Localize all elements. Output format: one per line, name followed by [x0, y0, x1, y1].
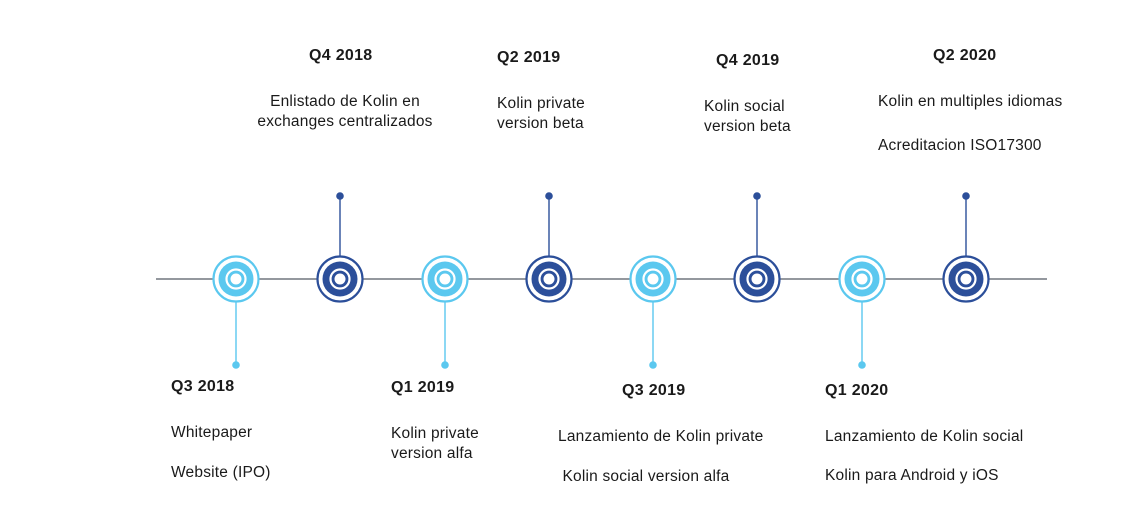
- node-white-ring-q2-2019: [538, 268, 560, 290]
- node-center-dot-q4-2019: [751, 273, 763, 285]
- connector-dot-q2-2020: [962, 192, 970, 200]
- milestone-q4-2018-line-1: Enlistado de Kolin en: [270, 93, 420, 110]
- milestone-q2-2019-quarter: Q2 2019: [497, 49, 561, 66]
- milestone-q1-2019-line-2: version alfa: [391, 445, 473, 462]
- timeline-node-q1-2019: [421, 255, 469, 369]
- milestone-q4-2018-line-2: exchanges centralizados: [257, 113, 433, 130]
- connector-dot-q4-2019: [753, 192, 761, 200]
- milestone-q1-2020-quarter: Q1 2020: [825, 382, 889, 399]
- node-center-dot-q1-2019: [439, 273, 451, 285]
- node-white-ring-q4-2019: [746, 268, 768, 290]
- node-center-dot-q2-2020: [960, 273, 972, 285]
- milestone-q4-2019-quarter: Q4 2019: [716, 52, 780, 69]
- milestone-q2-2020-line-2: Acreditacion ISO17300: [878, 137, 1042, 154]
- milestone-q3-2018-line-2: Website (IPO): [171, 464, 271, 481]
- node-white-ring-q1-2019: [434, 268, 456, 290]
- milestone-q3-2019-quarter: Q3 2019: [622, 382, 686, 399]
- milestone-q4-2019-line-2: version beta: [704, 118, 791, 135]
- milestone-q2-2019-line-2: version beta: [497, 115, 584, 132]
- connector-dot-q3-2019: [649, 361, 657, 369]
- milestone-q3-2018-line-1: Whitepaper: [171, 424, 253, 441]
- milestone-q4-2018-quarter: Q4 2018: [309, 47, 373, 64]
- timeline-node-q1-2020: [838, 255, 886, 369]
- timeline-nodes: [212, 192, 990, 369]
- timeline-node-q4-2018: [316, 192, 364, 303]
- connector-dot-q2-2019: [545, 192, 553, 200]
- node-white-ring-q4-2018: [329, 268, 351, 290]
- milestone-q1-2020-line-2: Kolin para Android y iOS: [825, 467, 999, 484]
- node-center-dot-q2-2019: [543, 273, 555, 285]
- connector-dot-q3-2018: [232, 361, 240, 369]
- connector-dot-q4-2018: [336, 192, 344, 200]
- node-white-ring-q2-2020: [955, 268, 977, 290]
- timeline-node-q3-2019: [629, 255, 677, 369]
- milestone-q3-2019-line-2: Kolin social version alfa: [558, 468, 730, 485]
- timeline-node-q3-2018: [212, 255, 260, 369]
- connector-dot-q1-2020: [858, 361, 866, 369]
- node-white-ring-q1-2020: [851, 268, 873, 290]
- node-white-ring-q3-2019: [642, 268, 664, 290]
- node-center-dot-q3-2019: [647, 273, 659, 285]
- connector-dot-q1-2019: [441, 361, 449, 369]
- milestone-q2-2020-quarter: Q2 2020: [933, 47, 997, 64]
- node-center-dot-q1-2020: [856, 273, 868, 285]
- timeline-node-q2-2020: [942, 192, 990, 303]
- milestone-q4-2019-line-1: Kolin social: [704, 98, 785, 115]
- timeline-node-q2-2019: [525, 192, 573, 303]
- milestone-q3-2019-line-1: Lanzamiento de Kolin private: [558, 428, 764, 445]
- timeline-node-q4-2019: [733, 192, 781, 303]
- milestone-q3-2018-quarter: Q3 2018: [171, 378, 235, 395]
- milestone-q1-2020-line-1: Lanzamiento de Kolin social: [825, 428, 1024, 445]
- node-center-dot-q4-2018: [334, 273, 346, 285]
- milestone-q1-2019-quarter: Q1 2019: [391, 379, 455, 396]
- node-center-dot-q3-2018: [230, 273, 242, 285]
- milestone-q2-2019-line-1: Kolin private: [497, 95, 585, 112]
- node-white-ring-q3-2018: [225, 268, 247, 290]
- milestone-q2-2020-line-1: Kolin en multiples idiomas: [878, 93, 1063, 110]
- milestone-q1-2019-line-1: Kolin private: [391, 425, 479, 442]
